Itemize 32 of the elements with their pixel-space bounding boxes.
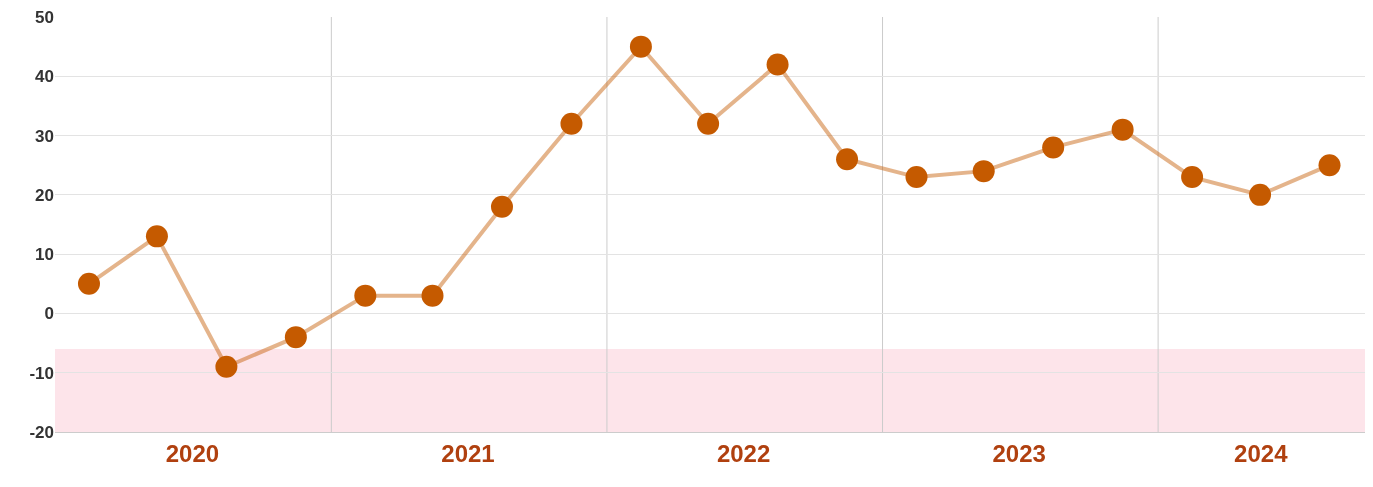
x-tick-label: 2024 [1234, 439, 1289, 467]
point [284, 326, 307, 349]
point [145, 225, 168, 248]
point [1111, 118, 1134, 141]
x-tick-label: 2021 [441, 439, 495, 467]
point [77, 272, 100, 295]
y-tick-label: 50 [35, 7, 54, 27]
point [491, 195, 513, 218]
point [215, 355, 238, 378]
y-tick-label: 20 [35, 185, 54, 205]
point [1318, 154, 1341, 177]
y-tick-label: 40 [35, 67, 54, 87]
point [905, 166, 928, 189]
x-tick-label: 2020 [165, 439, 220, 467]
point [766, 53, 789, 76]
point [1181, 166, 1204, 189]
point [836, 148, 859, 171]
point [1042, 136, 1065, 159]
y-tick-label: -20 [29, 422, 54, 442]
x-tick-label: 2023 [992, 439, 1046, 467]
y-tick-label: -10 [29, 363, 54, 383]
point [354, 284, 377, 307]
point [972, 160, 995, 183]
point [697, 112, 720, 135]
y-tick-label: 30 [35, 126, 54, 146]
point [560, 112, 583, 135]
y-tick-label: 0 [44, 304, 54, 324]
point [629, 35, 652, 58]
y-tick-label: 10 [35, 245, 54, 265]
point [421, 284, 444, 307]
x-tick-label: 2022 [716, 439, 771, 467]
point [1249, 183, 1272, 206]
